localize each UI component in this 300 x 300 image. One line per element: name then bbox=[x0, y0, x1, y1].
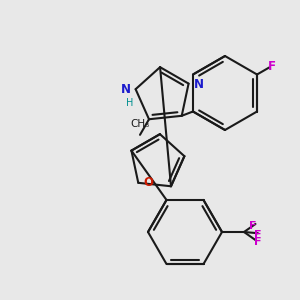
Text: H: H bbox=[126, 98, 134, 108]
Text: F: F bbox=[254, 230, 262, 240]
Text: F: F bbox=[268, 59, 276, 73]
Text: F: F bbox=[254, 237, 261, 247]
Text: N: N bbox=[121, 83, 130, 96]
Text: N: N bbox=[194, 78, 204, 91]
Text: O: O bbox=[143, 176, 153, 189]
Text: F: F bbox=[249, 221, 256, 231]
Text: CH₃: CH₃ bbox=[130, 119, 150, 129]
